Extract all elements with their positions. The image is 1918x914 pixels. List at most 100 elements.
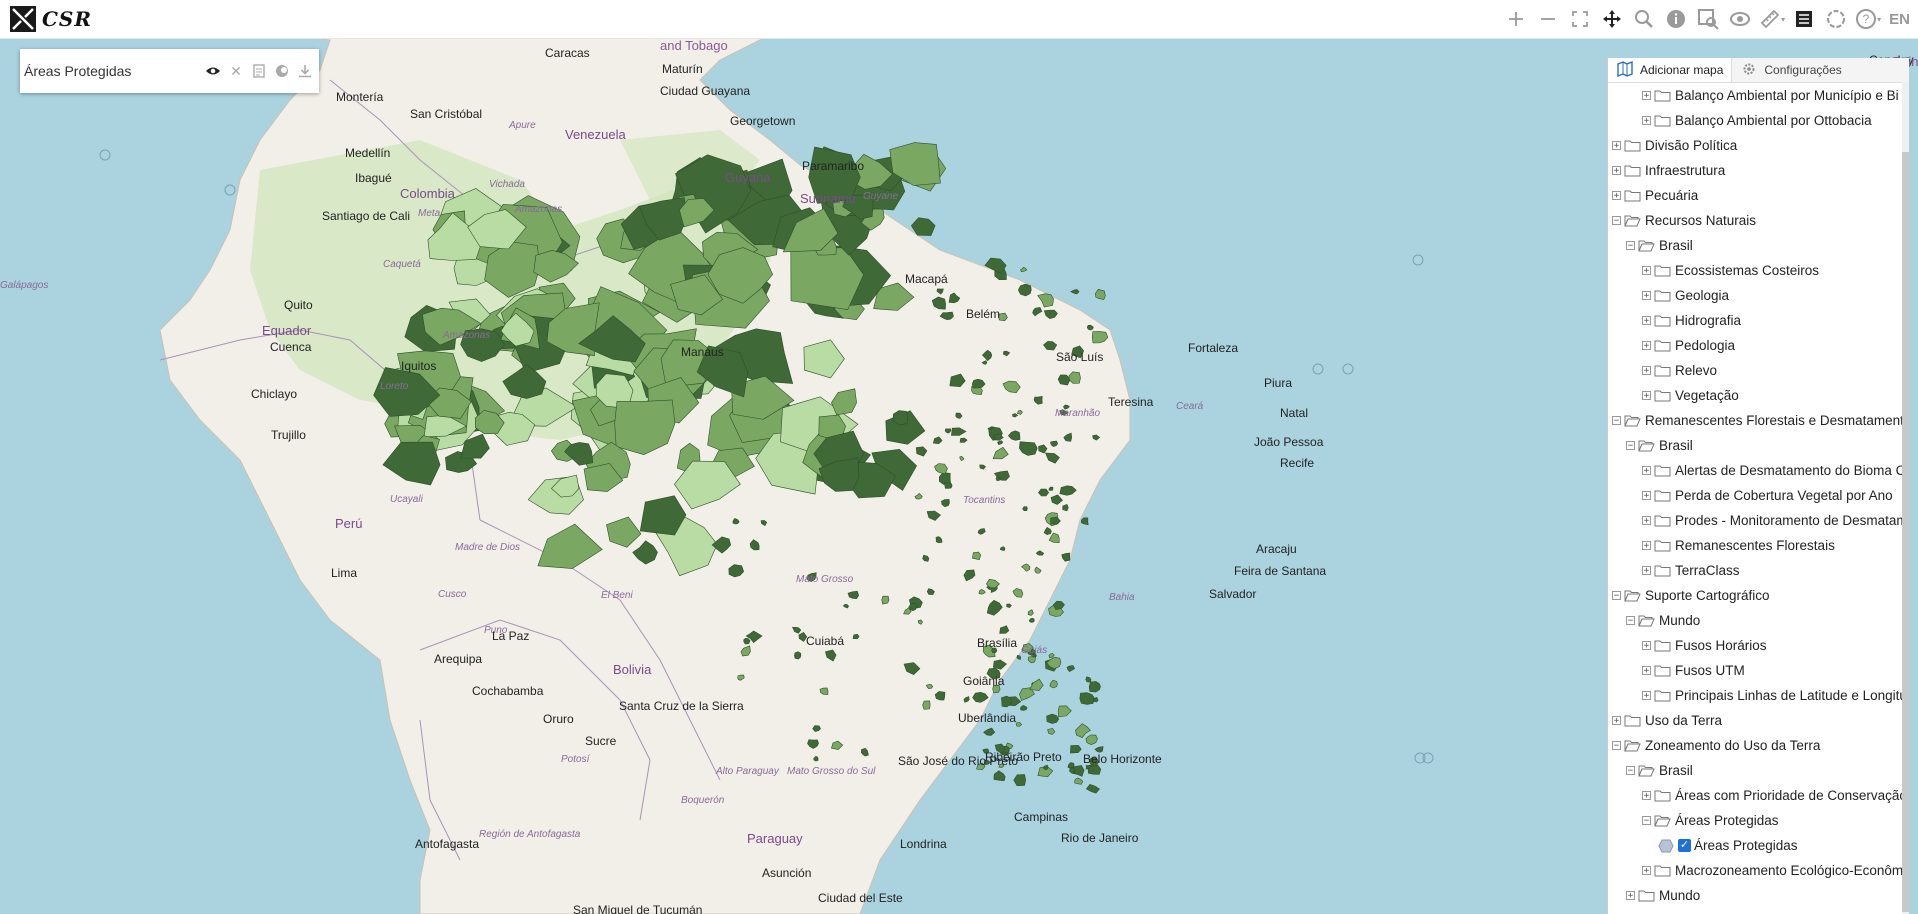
tree-folder-item[interactable]: + Alertas de Desmatamento do Bioma C bbox=[1642, 458, 1905, 483]
rotate-icon[interactable] bbox=[1823, 5, 1849, 33]
collapse-toggle-icon[interactable]: − bbox=[1612, 591, 1621, 601]
zoom-in-icon[interactable] bbox=[1503, 5, 1529, 33]
protected-area-polygon bbox=[1028, 617, 1035, 623]
measure-icon[interactable]: ▾ bbox=[1759, 5, 1785, 33]
pan-icon[interactable] bbox=[1599, 5, 1625, 33]
expand-toggle-icon[interactable]: + bbox=[1642, 666, 1651, 676]
protected-area-polygon bbox=[743, 637, 751, 645]
expand-toggle-icon[interactable]: + bbox=[1642, 391, 1651, 401]
tree-folder-item[interactable]: + Infraestrutura bbox=[1612, 158, 1725, 183]
protected-area-polygon bbox=[1012, 588, 1024, 598]
tree-folder-item[interactable]: + Vegetação bbox=[1642, 383, 1739, 408]
tree-folder-item[interactable]: + Principais Linhas de Latitude e Longitu bbox=[1642, 683, 1907, 708]
metadata-document-icon[interactable] bbox=[251, 63, 267, 79]
full-extent-icon[interactable] bbox=[1567, 5, 1593, 33]
expand-toggle-icon[interactable]: + bbox=[1642, 266, 1651, 276]
tree-folder-item[interactable]: + Prodes - Monitoramento de Desmatam bbox=[1642, 508, 1908, 533]
protected-area-polygon bbox=[502, 364, 547, 399]
expand-toggle-icon[interactable]: + bbox=[1642, 491, 1651, 501]
tree-folder-item[interactable]: + Pecuária bbox=[1612, 183, 1698, 208]
tree-folder-item[interactable]: + Áreas com Prioridade de Conservação bbox=[1642, 783, 1907, 808]
expand-toggle-icon[interactable]: + bbox=[1642, 341, 1651, 351]
download-icon[interactable] bbox=[297, 63, 313, 79]
collapse-toggle-icon[interactable]: − bbox=[1626, 616, 1635, 626]
protected-area-polygon bbox=[1050, 516, 1061, 525]
expand-toggle-icon[interactable]: + bbox=[1642, 641, 1651, 651]
expand-toggle-icon[interactable]: + bbox=[1642, 516, 1651, 526]
folder-icon bbox=[1654, 639, 1671, 652]
collapse-toggle-icon[interactable]: − bbox=[1612, 741, 1621, 751]
tree-folder-item[interactable]: + TerraClass bbox=[1642, 558, 1740, 583]
info-icon[interactable] bbox=[1663, 5, 1689, 33]
tree-folder-item[interactable]: + Pedologia bbox=[1642, 333, 1735, 358]
protected-area-polygon bbox=[1001, 695, 1012, 708]
tree-folder-item[interactable]: + Macrozoneamento Ecológico-Econôm bbox=[1642, 858, 1903, 883]
tree-folder-item[interactable]: + Uso da Terra bbox=[1612, 708, 1722, 733]
expand-toggle-icon[interactable]: + bbox=[1642, 691, 1651, 701]
expand-toggle-icon[interactable]: + bbox=[1642, 116, 1651, 126]
expand-toggle-icon[interactable]: + bbox=[1642, 316, 1651, 326]
tree-folder-item[interactable]: + Balanço Ambiental por Ottobacia bbox=[1642, 108, 1872, 133]
collapse-toggle-icon[interactable]: − bbox=[1626, 441, 1635, 451]
tree-folder-item[interactable]: + Geologia bbox=[1642, 283, 1729, 308]
collapse-toggle-icon[interactable]: − bbox=[1612, 216, 1621, 226]
tree-folder-item[interactable]: + Ecossistemas Costeiros bbox=[1642, 258, 1819, 283]
expand-toggle-icon[interactable]: + bbox=[1642, 566, 1651, 576]
layer-checkbox[interactable]: ✓ bbox=[1678, 839, 1691, 852]
tree-folder-item[interactable]: + Perda de Cobertura Vegetal por Ano bbox=[1642, 483, 1893, 508]
tree-item-label: Mundo bbox=[1659, 888, 1701, 903]
tree-folder-item[interactable]: − Recursos Naturais bbox=[1612, 208, 1756, 233]
collapse-toggle-icon[interactable]: − bbox=[1626, 766, 1635, 776]
tree-folder-item[interactable]: + Fusos UTM bbox=[1642, 658, 1745, 683]
expand-toggle-icon[interactable]: + bbox=[1612, 141, 1621, 151]
tree-folder-item[interactable]: − Zoneamento do Uso da Terra bbox=[1612, 733, 1820, 758]
collapse-toggle-icon[interactable]: − bbox=[1612, 416, 1621, 426]
expand-toggle-icon[interactable]: + bbox=[1612, 191, 1621, 201]
tree-folder-item[interactable]: + Remanescentes Florestais bbox=[1642, 533, 1835, 558]
visibility-eye-icon[interactable] bbox=[205, 63, 221, 79]
expand-toggle-icon[interactable]: + bbox=[1642, 466, 1651, 476]
tree-folder-item[interactable]: + Hidrografia bbox=[1642, 308, 1741, 333]
expand-toggle-icon[interactable]: + bbox=[1626, 891, 1635, 901]
collapse-toggle-icon[interactable]: − bbox=[1626, 241, 1635, 251]
language-selector[interactable]: EN bbox=[1889, 10, 1910, 28]
protected-area-polygon bbox=[932, 436, 943, 445]
expand-toggle-icon[interactable]: + bbox=[1642, 366, 1651, 376]
expand-toggle-icon[interactable]: + bbox=[1642, 541, 1651, 551]
protected-area-polygon bbox=[679, 198, 715, 228]
tree-folder-item[interactable]: + Divisão Política bbox=[1612, 133, 1737, 158]
remove-layer-close-icon[interactable]: ✕ bbox=[230, 62, 242, 79]
tree-folder-item[interactable]: − Áreas Protegidas bbox=[1642, 808, 1779, 833]
swipe-icon[interactable] bbox=[1727, 5, 1753, 33]
expand-toggle-icon[interactable]: + bbox=[1612, 716, 1621, 726]
expand-toggle-icon[interactable]: + bbox=[1642, 791, 1651, 801]
tree-folder-item[interactable]: − Remanescentes Florestais e Desmatamento bbox=[1612, 408, 1909, 433]
panel-scrollbar[interactable] bbox=[1902, 82, 1909, 914]
identify-icon[interactable] bbox=[1695, 5, 1721, 33]
expand-toggle-icon[interactable]: + bbox=[1642, 91, 1651, 101]
tree-folder-item[interactable]: − Mundo bbox=[1626, 608, 1700, 633]
layer-item[interactable]: ✓ Áreas Protegidas bbox=[1658, 833, 1798, 858]
protected-area-polygon bbox=[807, 739, 819, 749]
expand-toggle-icon[interactable]: + bbox=[1642, 291, 1651, 301]
opacity-icon[interactable] bbox=[274, 63, 290, 79]
tree-folder-item[interactable]: − Suporte Cartográfico bbox=[1612, 583, 1770, 608]
tree-folder-item[interactable]: + Mundo bbox=[1626, 883, 1700, 908]
tree-folder-item[interactable]: − Brasil bbox=[1626, 433, 1693, 458]
tree-folder-item[interactable]: + Relevo bbox=[1642, 358, 1717, 383]
help-icon[interactable]: ? ▾ bbox=[1855, 5, 1881, 33]
tree-folder-item[interactable]: − Brasil bbox=[1626, 233, 1693, 258]
zoom-box-icon[interactable] bbox=[1631, 5, 1657, 33]
expand-toggle-icon[interactable]: + bbox=[1642, 866, 1651, 876]
legend-icon[interactable] bbox=[1791, 5, 1817, 33]
tree-folder-item[interactable]: − Brasil bbox=[1626, 758, 1693, 783]
collapse-toggle-icon[interactable]: − bbox=[1642, 816, 1651, 826]
tree-folder-item[interactable]: + Balanço Ambiental por Município e Bi bbox=[1642, 83, 1899, 108]
expand-toggle-icon[interactable]: + bbox=[1612, 166, 1621, 176]
tree-folder-item[interactable]: + Fusos Horários bbox=[1642, 633, 1767, 658]
scrollbar-thumb[interactable] bbox=[1902, 152, 1909, 912]
zoom-out-icon[interactable] bbox=[1535, 5, 1561, 33]
tab-settings[interactable]: Configurações bbox=[1732, 58, 1849, 82]
tab-add-map[interactable]: Adicionar mapa bbox=[1608, 58, 1733, 82]
